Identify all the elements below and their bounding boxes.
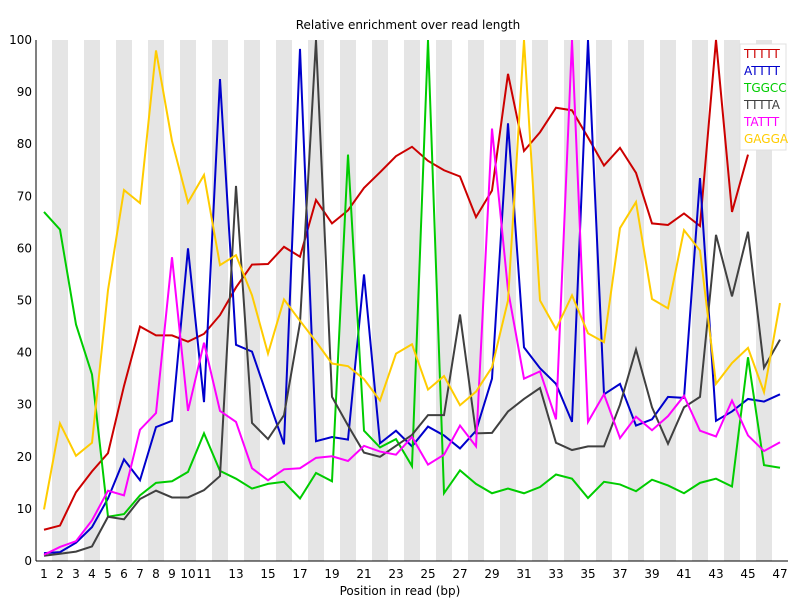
y-axis: 0 10 20 30 40 50 60 70 80 90 100 <box>9 33 37 568</box>
x-tick-label: 3 <box>72 567 80 581</box>
band <box>756 40 772 561</box>
x-tick-label: 10 <box>180 567 195 581</box>
y-tick-label: 40 <box>17 346 32 360</box>
legend: TTTTT ATTTT TGGCC TTTTA TATTT GAGGA <box>739 43 789 151</box>
x-tick-label: 9 <box>168 567 176 581</box>
legend-entry-TATTT: TATTT <box>743 115 780 129</box>
x-tick-label: 11 <box>196 567 211 581</box>
y-tick-label: 80 <box>17 137 32 151</box>
legend-entry-GAGGA: GAGGA <box>744 132 789 146</box>
x-tick-label: 29 <box>484 567 499 581</box>
x-tick-label: 31 <box>516 567 531 581</box>
y-tick-label: 10 <box>17 502 32 516</box>
x-tick-label: 43 <box>708 567 723 581</box>
y-tick-label: 20 <box>17 450 32 464</box>
band <box>564 40 580 561</box>
x-tick-label: 1 <box>40 567 48 581</box>
band <box>436 40 452 561</box>
series-line-TGGCC <box>43 39 781 518</box>
x-tick-label: 2 <box>56 567 64 581</box>
band <box>244 40 260 561</box>
band <box>84 40 100 561</box>
series-line-GAGGA <box>43 39 781 510</box>
series-line-TATTT <box>43 39 781 556</box>
legend-box <box>739 43 787 151</box>
band <box>372 40 388 561</box>
x-tick-label: 47 <box>772 567 787 581</box>
x-tick-label: 6 <box>120 567 128 581</box>
y-tick-label: 60 <box>17 241 32 255</box>
x-tick-label: 7 <box>136 567 144 581</box>
x-tick-label: 4 <box>88 567 96 581</box>
x-tick-label: 39 <box>644 567 659 581</box>
y-tick-label: 90 <box>17 85 32 99</box>
x-tick-label: 27 <box>452 567 467 581</box>
y-tick-label: 30 <box>17 398 32 412</box>
x-tick-label: 37 <box>612 567 627 581</box>
legend-entry-TTTTA: TTTTA <box>743 98 781 112</box>
y-tick-label: 70 <box>17 189 32 203</box>
band <box>180 40 196 561</box>
band <box>628 40 644 561</box>
x-tick-label: 5 <box>104 567 112 581</box>
series-lines <box>43 39 781 557</box>
legend-entry-TGGCC: TGGCC <box>743 81 787 95</box>
chart-title: Relative enrichment over read length <box>296 18 521 32</box>
x-tick-label: 25 <box>420 567 435 581</box>
x-tick-label: 23 <box>388 567 403 581</box>
x-tick-label: 13 <box>228 567 243 581</box>
band <box>340 40 356 561</box>
x-tick-label: 41 <box>676 567 691 581</box>
x-tick-label: 17 <box>292 567 307 581</box>
band <box>52 40 68 561</box>
legend-entry-ATTTT: ATTTT <box>744 64 781 78</box>
band <box>212 40 228 561</box>
background-bands <box>52 40 772 561</box>
x-tick-label: 45 <box>740 567 755 581</box>
x-tick-label: 35 <box>580 567 595 581</box>
y-tick-label: 100 <box>9 33 32 47</box>
x-tick-label: 8 <box>152 567 160 581</box>
x-tick-label: 33 <box>548 567 563 581</box>
band <box>660 40 676 561</box>
x-axis-label: Position in read (bp) <box>340 584 461 598</box>
x-axis: 1 2 3 4 5 6 7 8 9 10 11 13 15 17 19 21 23 25 27 29 31 33 35 37 3… <box>36 560 788 581</box>
band <box>148 40 164 561</box>
series-line-TTTTT <box>43 39 749 531</box>
band <box>308 40 324 561</box>
band <box>596 40 612 561</box>
y-tick-label: 50 <box>17 294 32 308</box>
x-tick-label: 19 <box>324 567 339 581</box>
series-line-TTTTA <box>43 39 781 557</box>
band <box>116 40 132 561</box>
x-tick-label: 21 <box>356 567 371 581</box>
legend-entry-TTTTT: TTTTT <box>743 47 780 61</box>
y-tick-label: 0 <box>24 554 32 568</box>
band <box>468 40 484 561</box>
x-tick-label: 15 <box>260 567 275 581</box>
